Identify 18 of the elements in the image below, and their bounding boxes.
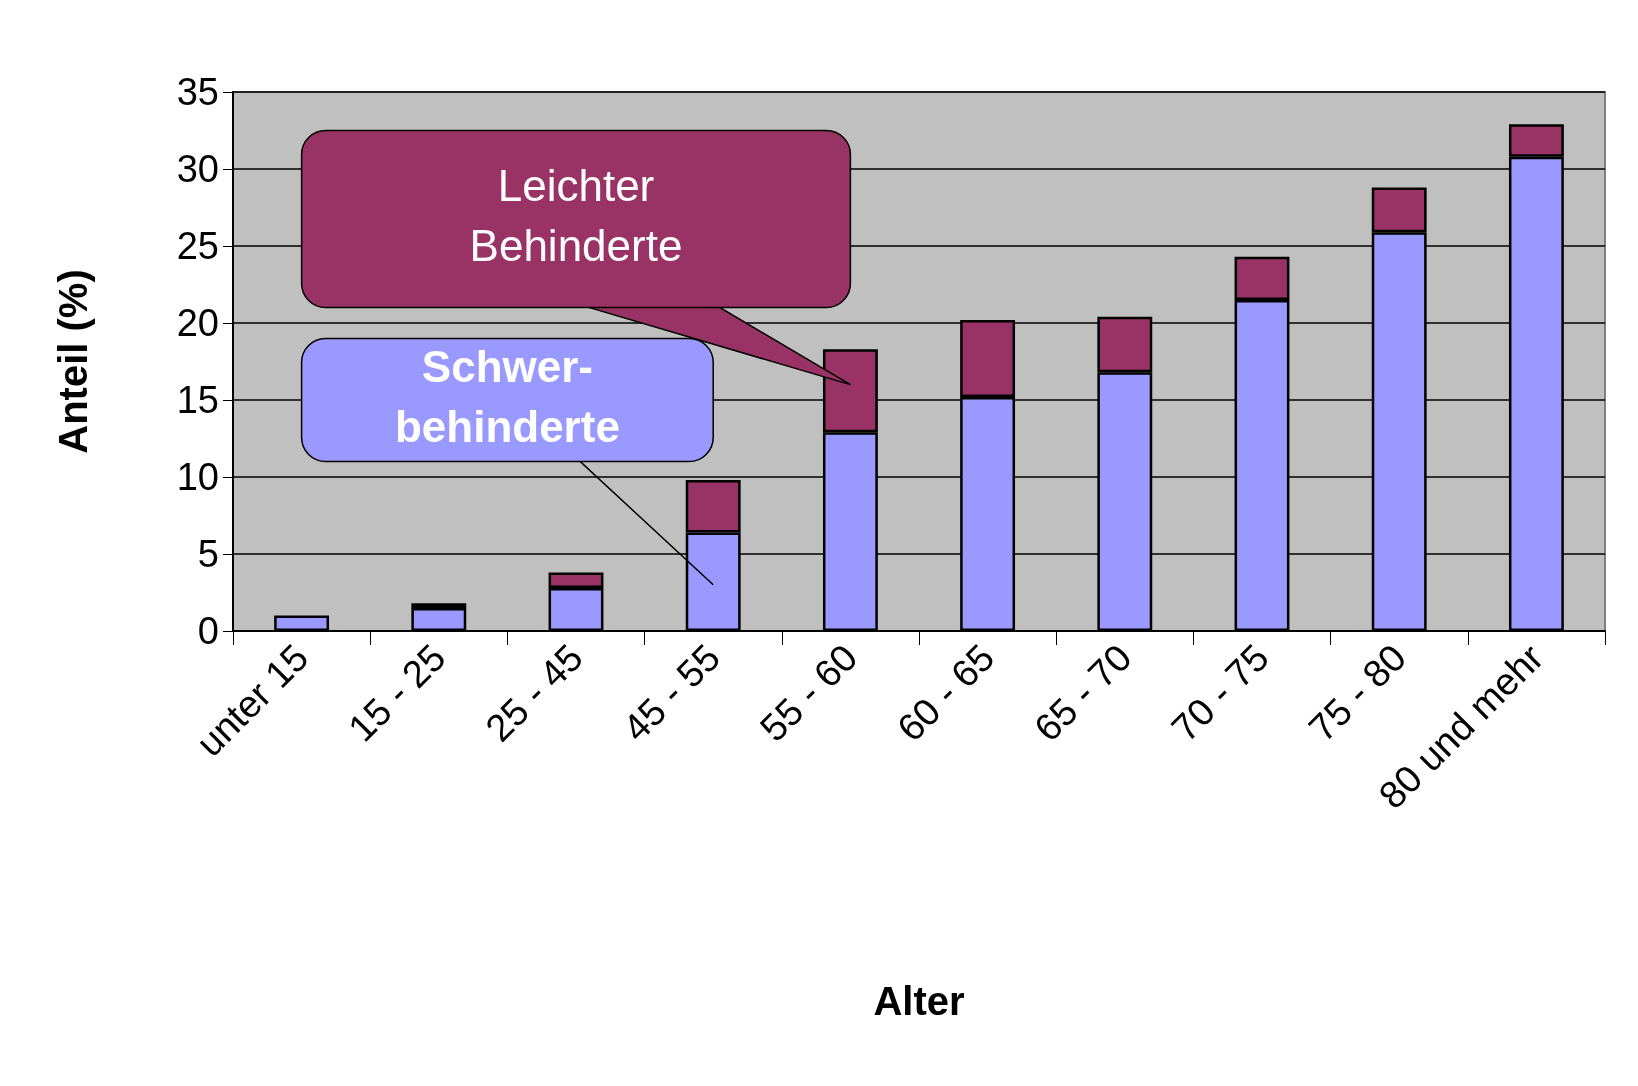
x-tick-label: 75 - 80	[1300, 636, 1415, 750]
x-tick-label: 25 - 45	[477, 636, 591, 750]
y-tick-label: 5	[197, 533, 219, 575]
x-tick-label: 65 - 70	[1026, 636, 1140, 750]
y-tick-label: 15	[176, 379, 219, 421]
y-tick-label: 0	[197, 610, 219, 652]
x-tick-label: 15 - 25	[340, 636, 454, 750]
x-tick-label: 55 - 60	[751, 636, 866, 750]
x-axis-title: Alter	[873, 979, 965, 1023]
y-axis-title: Anteil (%)	[51, 269, 95, 454]
y-tick-label: 35	[176, 71, 219, 113]
x-tick-label: 60 - 65	[889, 636, 1003, 750]
y-tick-label: 10	[176, 456, 219, 498]
y-tick-label: 20	[176, 302, 219, 344]
y-tick-label: 25	[176, 225, 219, 267]
x-tick-label: 45 - 55	[614, 636, 729, 750]
x-tick-label: 70 - 75	[1163, 636, 1277, 750]
y-tick-label: 30	[176, 148, 219, 190]
